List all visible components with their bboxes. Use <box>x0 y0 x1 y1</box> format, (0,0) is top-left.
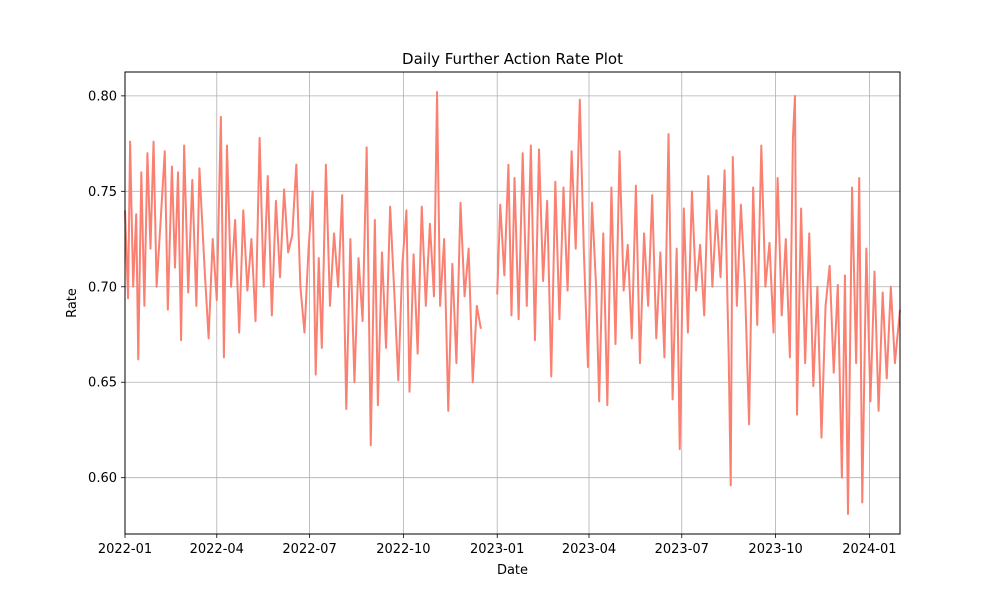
x-tick-label: 2022-10 <box>376 542 430 557</box>
x-axis-label: Date <box>497 563 528 578</box>
y-axis: 0.60 0.65 0.70 0.75 0.80 <box>88 89 125 486</box>
x-tick-label: 2023-04 <box>562 542 616 557</box>
x-tick-label: 2022-07 <box>282 542 336 557</box>
y-tick-label: 0.60 <box>88 471 117 486</box>
y-tick-label: 0.65 <box>88 376 117 391</box>
x-tick-label: 2023-07 <box>655 542 709 557</box>
axes-frame <box>124 71 901 535</box>
y-axis-label: Rate <box>65 288 80 318</box>
x-axis: 2022-01 2022-04 2022-07 2022-10 2023-01 2023-… <box>98 534 897 557</box>
series-line <box>124 91 901 515</box>
x-tick-label: 2023-01 <box>470 542 524 557</box>
x-tick-label: 2024-01 <box>842 542 896 557</box>
grid-lines <box>124 72 900 534</box>
y-tick-label: 0.70 <box>88 280 117 295</box>
x-tick-label: 2023-10 <box>748 542 802 557</box>
chart-title: Daily Further Action Rate Plot <box>402 50 623 68</box>
plot-area <box>124 91 901 515</box>
x-tick-label: 2022-01 <box>98 542 152 557</box>
y-tick-label: 0.80 <box>88 89 117 104</box>
x-tick-label: 2022-04 <box>190 542 244 557</box>
y-tick-label: 0.75 <box>88 185 117 200</box>
